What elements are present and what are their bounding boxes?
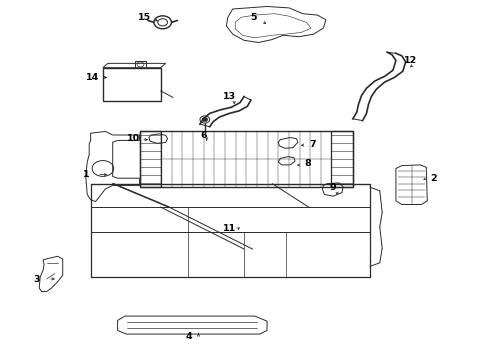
Text: 1: 1 [82,170,89,179]
Text: 5: 5 [250,13,257,22]
Text: 7: 7 [309,140,316,149]
Text: 9: 9 [330,183,337,192]
Text: 3: 3 [33,274,40,284]
Text: 4: 4 [185,332,192,341]
Circle shape [202,117,208,122]
Text: 2: 2 [430,174,437,183]
Text: 13: 13 [223,92,236,101]
Text: 11: 11 [222,224,236,233]
Circle shape [200,116,210,123]
Text: 14: 14 [85,73,99,82]
Text: 10: 10 [127,134,140,143]
Text: 15: 15 [138,13,151,22]
Text: 12: 12 [404,56,417,65]
Circle shape [154,16,172,29]
Text: 8: 8 [304,159,311,168]
Circle shape [158,19,168,26]
Text: 6: 6 [200,131,207,140]
